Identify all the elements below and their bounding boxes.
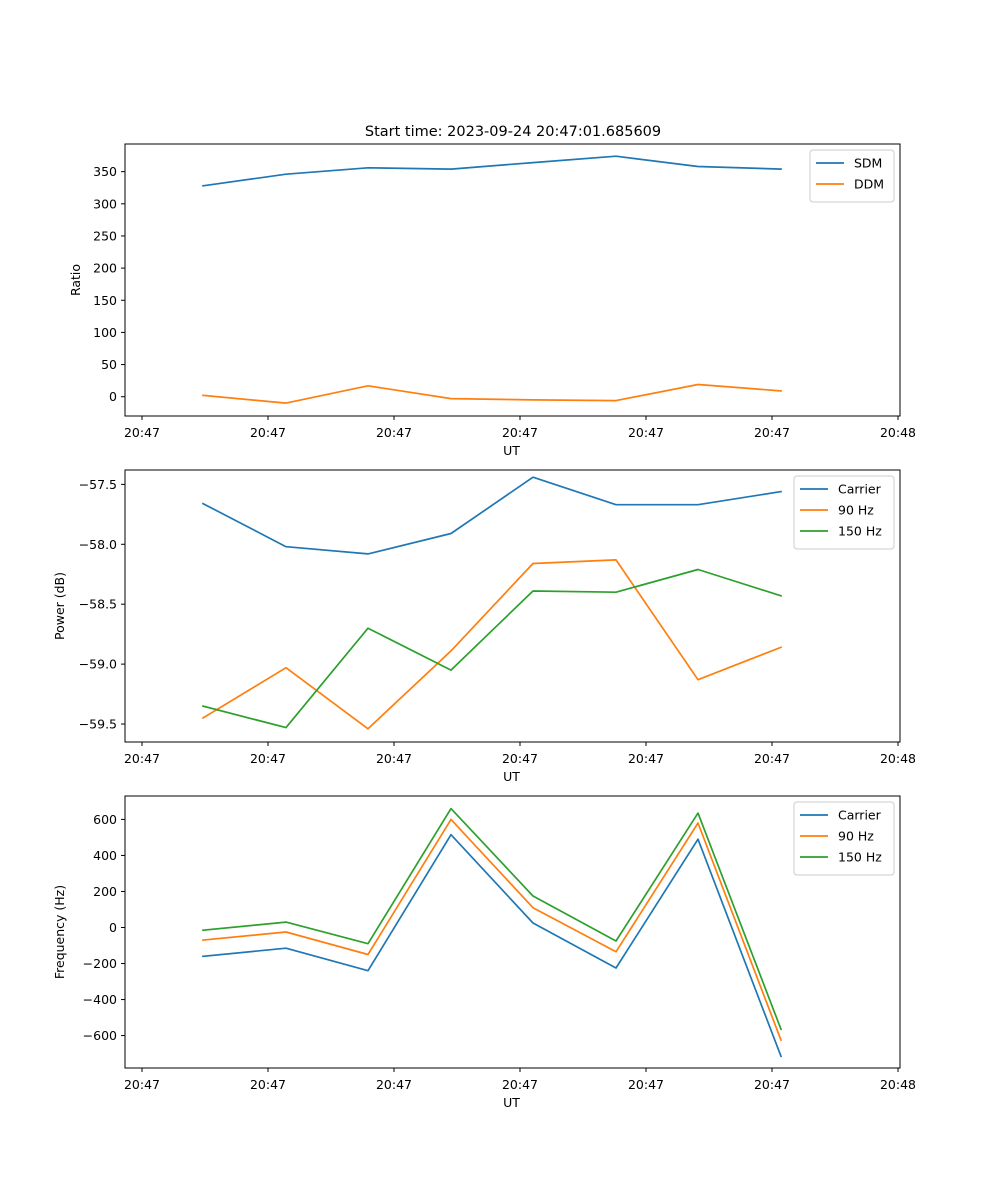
y-tick-label: 350 <box>93 164 117 179</box>
y-axis-label: Frequency (Hz) <box>52 885 67 979</box>
legend-label: 90 Hz <box>838 829 874 844</box>
x-axis-label: UT <box>503 1095 520 1110</box>
y-tick-label: 200 <box>93 884 117 899</box>
x-tick-label: 20:47 <box>628 1077 664 1092</box>
y-tick-label: 50 <box>101 357 117 372</box>
series-line-150-hz <box>201 568 783 729</box>
x-tick-label: 20:48 <box>880 425 916 440</box>
x-tick-label: 20:47 <box>754 751 790 766</box>
legend-label: Carrier <box>838 808 882 823</box>
x-tick-label: 20:48 <box>880 1077 916 1092</box>
x-tick-label: 20:47 <box>502 1077 538 1092</box>
legend-label: 90 Hz <box>838 503 874 518</box>
axes-frame <box>124 795 901 1069</box>
legend: SDM DDM <box>809 149 895 203</box>
panel-1: 0 50 100 150 200 250 300 350 20:47 20:47 20:47 20:4… <box>68 143 916 458</box>
y-tick-label: 300 <box>93 196 117 211</box>
series-line-carrier <box>202 833 783 1058</box>
x-tick-label: 20:47 <box>124 425 160 440</box>
y-tick-label: −59.0 <box>79 657 117 672</box>
y-tick-label: 400 <box>93 848 117 863</box>
legend-label: SDM <box>854 156 882 171</box>
legend-label: 150 Hz <box>838 850 882 865</box>
axes-frame <box>124 143 901 417</box>
y-tick-label: −400 <box>83 992 117 1007</box>
x-tick-label: 20:47 <box>376 1077 412 1092</box>
series-line-sdm <box>202 155 782 187</box>
x-tick-label: 20:47 <box>124 751 160 766</box>
x-tick-label: 20:47 <box>628 425 664 440</box>
x-tick-label: 20:48 <box>880 751 916 766</box>
y-tick-label: 0 <box>109 389 117 404</box>
y-tick-label: 150 <box>93 293 117 308</box>
x-tick-label: 20:47 <box>250 1077 286 1092</box>
y-tick-label: −600 <box>83 1028 117 1043</box>
x-tick-label: 20:47 <box>250 751 286 766</box>
series-line-carrier <box>201 476 782 555</box>
x-axis-label: UT <box>503 443 520 458</box>
y-axis-label: Ratio <box>68 264 83 296</box>
y-tick-label: −59.5 <box>79 717 117 732</box>
y-tick-label: −58.5 <box>79 597 117 612</box>
panel-3: −600 −400 −200 0 200 400 600 20:47 20:47 20:47 20:… <box>52 795 916 1110</box>
x-tick-label: 20:47 <box>250 425 286 440</box>
y-tick-label: 100 <box>93 325 117 340</box>
y-tick-label: 250 <box>93 228 117 243</box>
legend-label: DDM <box>854 177 884 192</box>
series-line-ddm <box>202 383 782 404</box>
axes-frame <box>124 469 901 743</box>
series-line-90-hz <box>201 559 783 730</box>
y-tick-label: 600 <box>93 812 117 827</box>
series-line-150-hz <box>202 807 783 1031</box>
legend: Carrier 90 Hz 150 Hz <box>793 475 895 550</box>
legend-label: 150 Hz <box>838 524 882 539</box>
x-axis-label: UT <box>503 769 520 784</box>
legend-label: Carrier <box>838 482 882 497</box>
legend: Carrier 90 Hz 150 Hz <box>793 801 895 876</box>
y-tick-label: −200 <box>83 956 117 971</box>
y-tick-label: −57.5 <box>79 477 117 492</box>
x-tick-label: 20:47 <box>376 425 412 440</box>
x-tick-label: 20:47 <box>502 751 538 766</box>
panel-2: −59.5 −59.0 −58.5 −58.0 −57.5 20:47 20:47 20:47… <box>52 469 916 784</box>
x-tick-label: 20:47 <box>376 751 412 766</box>
x-tick-label: 20:47 <box>502 425 538 440</box>
y-tick-label: 200 <box>93 261 117 276</box>
x-tick-label: 20:47 <box>754 425 790 440</box>
y-tick-label: −58.0 <box>79 537 117 552</box>
y-axis-label: Power (dB) <box>52 572 67 640</box>
series-line-90-hz <box>202 818 783 1042</box>
x-tick-label: 20:47 <box>124 1077 160 1092</box>
x-tick-label: 20:47 <box>754 1077 790 1092</box>
x-tick-label: 20:47 <box>628 751 664 766</box>
chart-title: Start time: 2023-09-24 20:47:01.685609 <box>365 124 661 140</box>
y-tick-label: 0 <box>109 920 117 935</box>
